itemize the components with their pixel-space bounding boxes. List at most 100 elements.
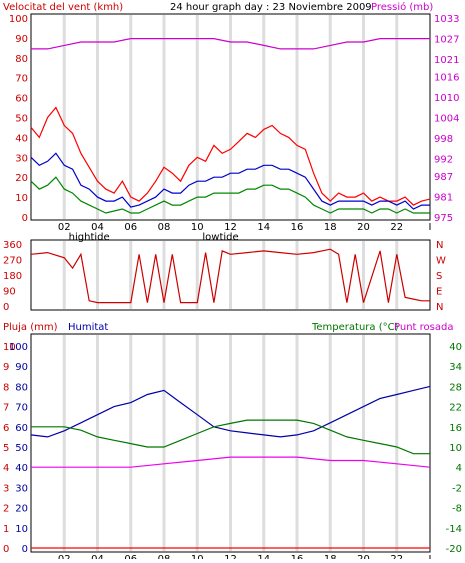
pressure-y-tick-label: 1021 [434, 55, 459, 66]
temperature-y-tick-label: 22 [449, 403, 462, 414]
rain-label: Pluja (mm) [3, 322, 58, 333]
rain-y-tick-label: 0 [3, 544, 9, 555]
pressure-y-tick-label: 1016 [434, 72, 459, 83]
humidity-y-tick-label: 50 [15, 443, 28, 454]
x-tick-label: 22 [390, 554, 403, 559]
x-tick-label: 10 [191, 222, 204, 233]
wind-y-tick-label: 0 [22, 213, 28, 224]
humidity-y-tick-label: 90 [15, 362, 28, 373]
humidity-y-tick-label: 40 [15, 463, 28, 474]
graph-date-title: 24 hour graph day : 23 Noviembre 2009 [170, 2, 372, 13]
x-tick-label: 10 [191, 554, 204, 559]
rain-y-tick-label: 7 [3, 403, 9, 414]
direction-y-tick-label: 360 [3, 240, 22, 251]
x-tick-label: 02 [58, 222, 71, 233]
wind-y-tick-label: 70 [15, 74, 28, 85]
pressure-y-tick-label: 987 [434, 172, 453, 183]
temperature-y-tick-label: -2 [452, 483, 462, 494]
direction-y-tick-label: 90 [3, 287, 16, 298]
humidity-y-tick-label: 80 [15, 382, 28, 393]
wind-y-tick-label: 50 [15, 114, 28, 125]
pressure-y-tick-label: 1027 [434, 35, 459, 46]
x-tick-label: I [429, 222, 432, 233]
x-tick-label: 22 [390, 222, 403, 233]
wind-y-tick-label: 10 [15, 193, 28, 204]
temperature-label: Temperatura (°C) [311, 322, 399, 333]
x-tick-label: 04 [91, 554, 104, 559]
humidity-y-tick-label: 60 [15, 423, 28, 434]
direction-y-tick-label: 180 [3, 271, 22, 282]
rain-y-tick-label: 2 [3, 504, 9, 515]
temperature-y-tick-label: 10 [449, 443, 462, 454]
wind-series-line [30, 176, 430, 214]
tide-label: lowtide [202, 232, 238, 243]
wind-y-tick-label: 40 [15, 133, 28, 144]
wind-series-line [30, 106, 431, 206]
x-tick-label: 14 [257, 222, 270, 233]
rain-y-tick-label: 1 [3, 524, 9, 535]
x-tick-label: 08 [158, 554, 171, 559]
humidity-label: Humitat [68, 322, 108, 333]
pressure-y-tick-label: 992 [434, 155, 453, 166]
x-tick-label: 16 [291, 222, 304, 233]
temperature-y-tick-label: 28 [449, 382, 462, 393]
pressure-y-tick-label: 981 [434, 192, 453, 203]
pressure-title: Pressió (mb) [371, 1, 433, 13]
rain-y-tick-label: 3 [3, 483, 9, 494]
rain-y-tick-label: 10 [3, 342, 16, 353]
x-tick-label: 06 [124, 222, 137, 233]
temperature-y-tick-label: 4 [456, 463, 462, 474]
wind-y-tick-label: 60 [15, 94, 28, 105]
x-tick-label: I [429, 554, 432, 559]
temperature-y-tick-label: -8 [452, 504, 462, 515]
x-tick-label: 16 [291, 554, 304, 559]
humidity-line [30, 385, 431, 438]
pressure-y-tick-label: 998 [434, 134, 453, 145]
tide-label: hightide [69, 232, 110, 243]
wind-y-tick-label: 30 [15, 153, 28, 164]
pressure-y-tick-label: 1010 [434, 93, 459, 104]
humidity-y-tick-label: 10 [15, 524, 28, 535]
temperature-y-tick-label: 40 [449, 342, 462, 353]
temperature-y-tick-label: 34 [449, 362, 462, 373]
rain-y-tick-label: 5 [3, 443, 9, 454]
rain-y-tick-label: 8 [3, 382, 9, 393]
humidity-y-tick-label: 30 [15, 483, 28, 494]
x-tick-label: 12 [224, 554, 237, 559]
x-tick-label: 20 [357, 554, 370, 559]
x-tick-label: 04 [91, 222, 104, 233]
rain-y-tick-label: 9 [3, 362, 9, 373]
wind-series-line [30, 152, 430, 210]
temperature-y-tick-label: -14 [446, 524, 462, 535]
rain-y-tick-label: 4 [3, 463, 9, 474]
x-tick-label: 12 [224, 222, 237, 233]
rain-y-tick-label: 6 [3, 423, 9, 434]
dewpoint-line [31, 456, 431, 468]
compass-label: N [436, 240, 443, 251]
direction-y-tick-label: 0 [3, 302, 9, 313]
humidity-y-tick-label: 70 [15, 403, 28, 414]
pressure-y-tick-label: 975 [434, 213, 453, 224]
compass-label: W [436, 256, 446, 267]
wind-y-tick-label: 90 [15, 34, 28, 45]
humidity-y-tick-label: 100 [9, 342, 28, 353]
humidity-y-tick-label: 20 [15, 504, 28, 515]
wind-y-tick-label: 80 [15, 54, 28, 65]
temperature-line [31, 419, 430, 455]
x-tick-label: 18 [324, 222, 337, 233]
x-tick-label: 20 [357, 222, 370, 233]
temperature-y-tick-label: 16 [449, 423, 462, 434]
compass-label: N [436, 302, 443, 313]
compass-label: E [436, 287, 442, 298]
pressure-line [31, 37, 430, 50]
wind-y-tick-label: 20 [15, 173, 28, 184]
x-tick-label: 06 [124, 554, 137, 559]
humidity-y-tick-label: 0 [22, 544, 28, 555]
x-tick-label: 18 [324, 554, 337, 559]
pressure-y-tick-label: 1033 [434, 14, 459, 25]
compass-label: S [436, 271, 442, 282]
wind-speed-title: Velocitat del vent (kmh) [3, 2, 123, 13]
wind-y-tick-label: 100 [9, 14, 28, 25]
